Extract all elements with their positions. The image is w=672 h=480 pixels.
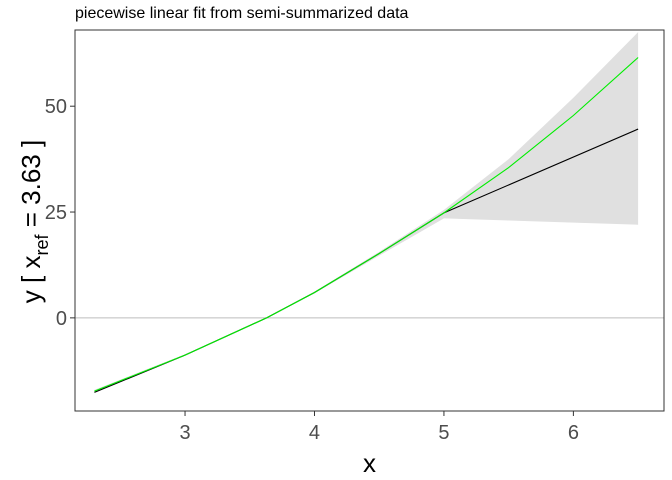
- x-tick-label: 5: [438, 422, 449, 444]
- confidence-band-layer: [94, 32, 639, 392]
- x-axis-title: x: [363, 448, 376, 478]
- y-axis-title-subscript: ref: [32, 234, 52, 256]
- series-line-layer: [94, 57, 639, 393]
- y-axis-title-prefix: y [ x: [16, 256, 46, 304]
- series-line-2: [94, 57, 639, 392]
- plot-panel-border: [74, 29, 665, 412]
- y-axis-title-suffix: = 3.63 ]: [16, 140, 46, 235]
- chart-title: piecewise linear fit from semi-summarize…: [75, 5, 409, 22]
- tick-layer: 3 4 5 6 0 25 50: [45, 96, 579, 444]
- x-tick-label: 3: [179, 422, 190, 444]
- y-axis-title: y [ xref = 3.63 ]: [16, 140, 52, 303]
- y-tick-label: 0: [56, 308, 67, 330]
- x-tick-label: 4: [309, 422, 320, 444]
- y-tick-label: 50: [45, 96, 67, 118]
- confidence-band: [94, 32, 639, 392]
- x-tick-label: 6: [568, 422, 579, 444]
- y-tick-label: 25: [45, 202, 67, 224]
